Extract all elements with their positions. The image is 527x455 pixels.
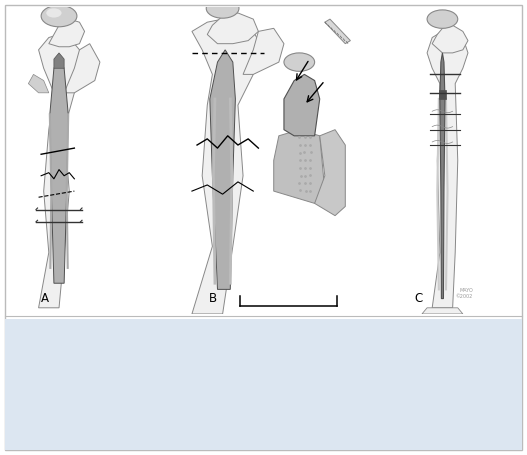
Polygon shape xyxy=(64,44,100,93)
Polygon shape xyxy=(243,28,284,75)
Text: C: C xyxy=(415,292,423,305)
Text: Illustrations of the so-called endoskeleton technique using a modular, fluted, t: Illustrations of the so-called endoskele… xyxy=(71,326,516,394)
Polygon shape xyxy=(284,75,320,136)
Polygon shape xyxy=(274,130,325,203)
Polygon shape xyxy=(432,25,468,53)
Text: MAYO
©2002: MAYO ©2002 xyxy=(456,288,473,298)
Polygon shape xyxy=(440,53,445,298)
Bar xyxy=(439,90,446,99)
Circle shape xyxy=(284,53,315,71)
Polygon shape xyxy=(422,308,463,314)
Polygon shape xyxy=(50,59,68,283)
Polygon shape xyxy=(54,53,64,68)
Text: Figure 2: Figure 2 xyxy=(13,326,62,336)
Polygon shape xyxy=(192,19,264,314)
Polygon shape xyxy=(49,19,84,47)
Polygon shape xyxy=(28,75,49,93)
Circle shape xyxy=(206,0,239,18)
Text: A: A xyxy=(41,292,49,305)
Circle shape xyxy=(41,5,77,27)
Polygon shape xyxy=(427,31,468,308)
Polygon shape xyxy=(325,19,350,44)
Polygon shape xyxy=(315,130,345,216)
Circle shape xyxy=(427,10,458,28)
Polygon shape xyxy=(210,50,236,289)
Circle shape xyxy=(46,8,62,18)
Text: B: B xyxy=(209,292,218,305)
Polygon shape xyxy=(38,35,84,308)
Bar xyxy=(5,318,522,450)
Polygon shape xyxy=(207,13,258,44)
